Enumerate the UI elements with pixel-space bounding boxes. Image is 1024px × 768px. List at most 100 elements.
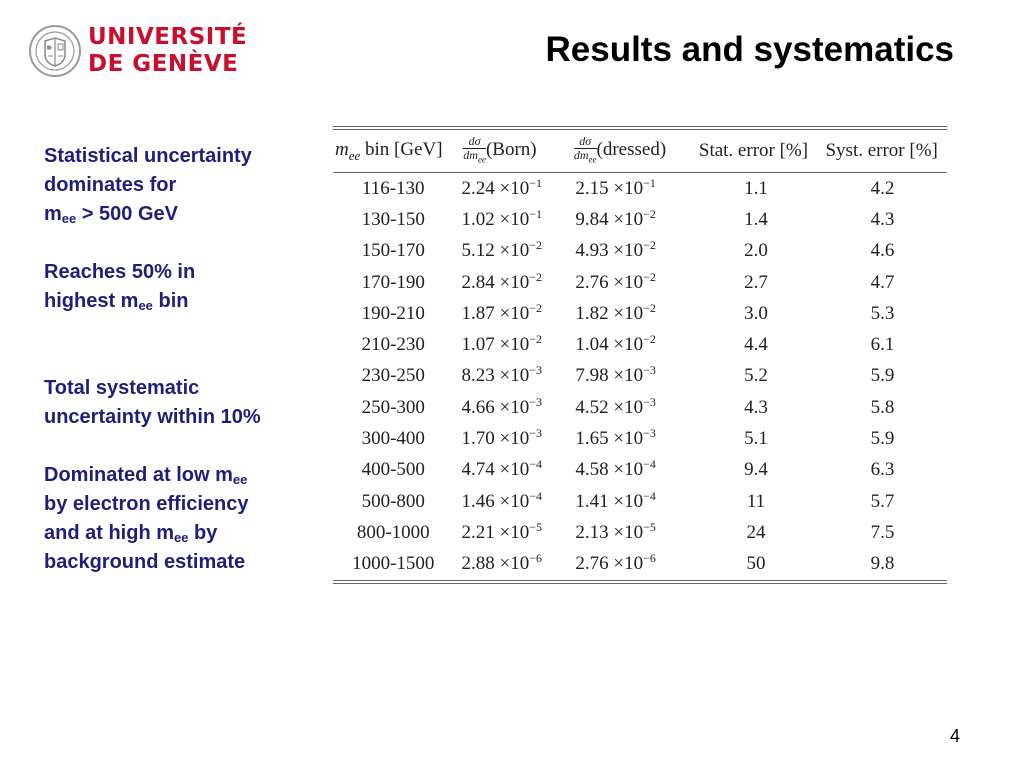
cell-syst-error: 5.8	[870, 396, 895, 418]
cell-dressed: 1.65 ×10−3	[575, 426, 656, 450]
page-number: 4	[950, 726, 961, 746]
logo-line-1: UNIVERSITÉ	[88, 24, 248, 50]
logo-wordmark: UNIVERSITÉ DE GENÈVE	[88, 24, 247, 78]
slide-title: Results and systematics	[545, 30, 954, 69]
cell-stat-error: 24	[746, 521, 766, 543]
table-row: 300-400 1.70 ×10−3 1.65 ×10−3 5.1 5.9	[333, 423, 947, 454]
cell-dressed: 4.93 ×10−2	[575, 238, 656, 262]
note-text: Total systematic	[44, 377, 200, 399]
table-row: 500-800 1.46 ×10−4 1.41 ×10−4 11 5.7	[333, 486, 947, 517]
note-text: Dominated at low mee	[44, 461, 324, 490]
cell-born: 1.70 ×10−3	[461, 426, 543, 450]
note-text: and at high m	[44, 522, 174, 544]
university-seal-icon	[29, 25, 81, 77]
note-text: background estimate	[44, 551, 246, 573]
cell-bin: 1000-1500	[352, 553, 435, 575]
table-row: 400-500 4.74 ×10−4 4.58 ×10−4 9.4 6.3	[333, 455, 947, 486]
cell-born: 1.02 ×10−1	[461, 206, 543, 230]
table-top-rule	[333, 126, 947, 130]
header-syst-error: Syst. error [%]	[825, 140, 938, 161]
cell-bin: 250-300	[361, 396, 425, 418]
note-text: highest mee bin	[44, 287, 324, 316]
cell-born: 1.07 ×10−2	[461, 332, 543, 356]
note-text: Reaches 50% in	[44, 261, 196, 283]
cell-bin: 170-190	[361, 271, 425, 293]
header-born: dσ dmee (Born)	[463, 134, 537, 165]
notes-panel: Statistical uncertainty dominates for me…	[44, 142, 324, 577]
university-logo: UNIVERSITÉ DE GENÈVE	[28, 22, 247, 82]
cell-stat-error: 5.2	[744, 365, 768, 387]
cell-stat-error: 2.0	[744, 240, 768, 262]
subscript: ee	[232, 472, 248, 487]
cell-syst-error: 4.2	[870, 177, 895, 199]
cell-stat-error: 2.7	[744, 271, 768, 293]
table-row: 116-130 2.24 ×10−1 2.15 ×10−1 1.1 4.2	[333, 173, 947, 204]
cell-syst-error: 7.5	[870, 521, 895, 543]
table-row: 130-150 1.02 ×10−1 9.84 ×10−2 1.4 4.3	[333, 204, 947, 235]
note-statistical: Statistical uncertainty dominates for me…	[44, 142, 324, 229]
cell-dressed: 1.41 ×10−4	[575, 488, 656, 512]
header-stat-error: Stat. error [%]	[698, 140, 809, 161]
table-row: 190-210 1.87 ×10−2 1.82 ×10−2 3.0 5.3	[333, 298, 947, 329]
subscript: ee	[61, 211, 77, 226]
note-text: Dominated at low m	[44, 464, 233, 486]
note-text: bin	[152, 290, 189, 312]
note-dominated: Dominated at low mee by electron efficie…	[44, 461, 324, 577]
cell-stat-error: 50	[746, 553, 766, 575]
table-row: 800-1000 2.21 ×10−5 2.13 ×10−5 24 7.5	[333, 517, 947, 548]
cell-dressed: 9.84 ×10−2	[575, 206, 656, 230]
subscript: ee	[138, 298, 153, 313]
note-text: and at high mee by	[44, 519, 324, 548]
results-table: mee bin [GeV] dσ dmee (Born) dσ dmee (dresse…	[333, 126, 947, 584]
cell-syst-error: 5.9	[870, 428, 895, 450]
cell-bin: 116-130	[361, 177, 425, 199]
table-row: 1000-1500 2.88 ×10−6 2.76 ×10−6 50 9.8	[333, 549, 947, 580]
cell-born: 4.74 ×10−4	[461, 457, 543, 481]
table-row: 170-190 2.84 ×10−2 2.76 ×10−2 2.7 4.7	[333, 267, 947, 298]
cell-dressed: 4.52 ×10−3	[575, 394, 656, 418]
cell-bin: 500-800	[361, 490, 425, 512]
cell-syst-error: 9.8	[870, 553, 895, 575]
cell-dressed: 2.76 ×10−2	[575, 269, 656, 293]
note-text: by electron efficiency	[44, 493, 249, 515]
cell-stat-error: 9.4	[744, 459, 768, 481]
cell-born: 2.88 ×10−6	[461, 551, 543, 575]
note-text: dominates for	[44, 174, 177, 196]
cell-stat-error: 5.1	[744, 428, 768, 450]
cell-dressed: 2.15 ×10−1	[575, 175, 656, 199]
table-bottom-rule	[333, 579, 947, 584]
table-row: 210-230 1.07 ×10−2 1.04 ×10−2 4.4 6.1	[333, 329, 947, 360]
cell-dressed: 2.76 ×10−6	[575, 551, 656, 575]
cell-syst-error: 5.9	[870, 365, 895, 387]
note-text: highest m	[44, 290, 139, 312]
fraction: dσ dmee	[573, 134, 597, 165]
cell-born: 2.84 ×10−2	[461, 269, 543, 293]
cell-stat-error: 1.4	[744, 208, 768, 230]
cell-syst-error: 6.3	[870, 459, 895, 481]
cell-dressed: 1.04 ×10−2	[575, 332, 656, 356]
cell-syst-error: 6.1	[870, 334, 895, 356]
cell-dressed: 7.98 ×10−3	[575, 363, 656, 387]
table-row: 230-250 8.23 ×10−3 7.98 ×10−3 5.2 5.9	[333, 361, 947, 392]
cell-born: 1.87 ×10−2	[461, 300, 543, 324]
cell-born: 5.12 ×10−2	[461, 238, 543, 262]
table-header-row: mee bin [GeV] dσ dmee (Born) dσ dmee (dresse…	[333, 130, 947, 172]
cell-bin: 190-210	[361, 302, 425, 324]
cell-born: 2.21 ×10−5	[461, 519, 543, 543]
logo-line-2: DE GENÈVE	[88, 51, 239, 77]
cell-bin: 800-1000	[356, 521, 430, 543]
note-text: by	[188, 522, 218, 544]
table-header-rule	[333, 172, 947, 173]
cell-stat-error: 4.4	[744, 334, 768, 356]
table-row: 250-300 4.66 ×10−3 4.52 ×10−3 4.3 5.8	[333, 392, 947, 423]
cell-stat-error: 4.3	[744, 396, 768, 418]
cell-syst-error: 5.7	[870, 490, 895, 512]
header-dressed: dσ dmee (dressed)	[573, 134, 667, 165]
cell-dressed: 4.58 ×10−4	[575, 457, 656, 481]
note-text: Statistical uncertainty	[44, 145, 252, 167]
cell-stat-error: 1.1	[744, 177, 768, 199]
cell-bin: 150-170	[361, 240, 425, 262]
fraction: dσ dmee	[463, 134, 486, 165]
cell-bin: 230-250	[361, 365, 425, 387]
cell-syst-error: 4.7	[870, 271, 895, 293]
